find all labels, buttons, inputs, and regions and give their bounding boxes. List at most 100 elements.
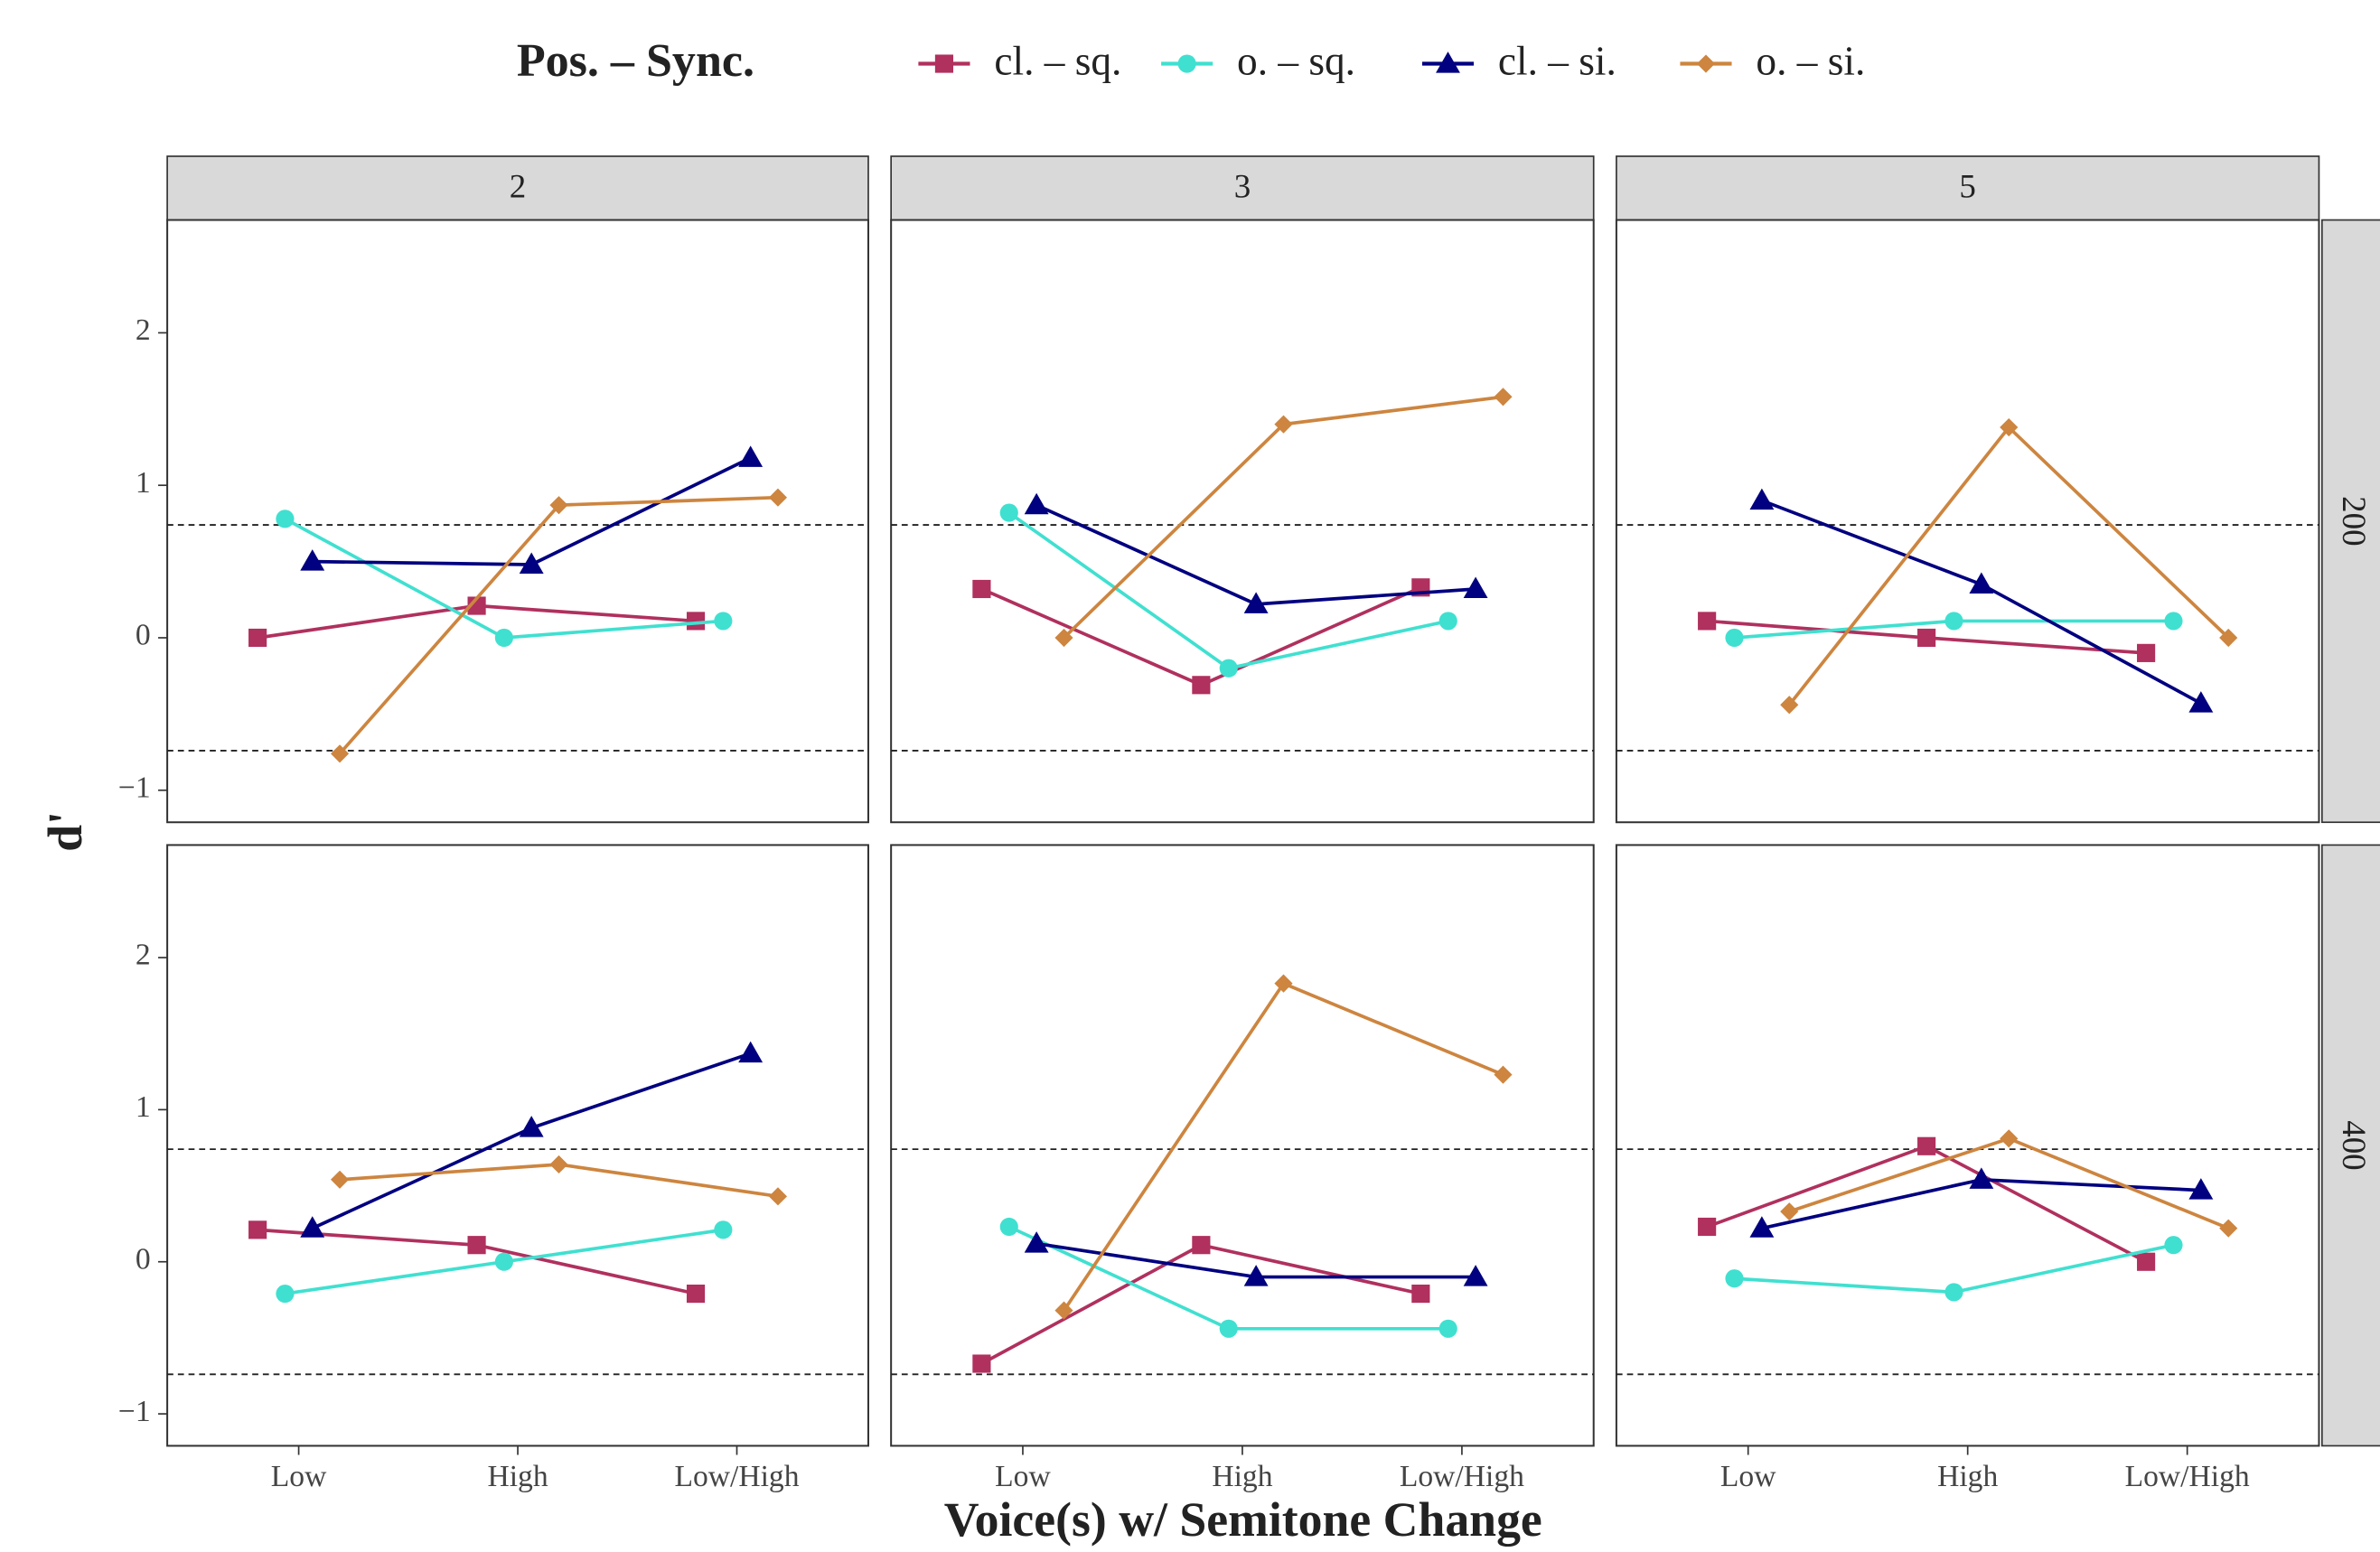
marker [1969, 572, 1994, 594]
legend-label: o. – sq. [1237, 39, 1355, 84]
x-tick-label: Low/High [2125, 1460, 2250, 1493]
marker [1696, 54, 1716, 73]
marker [1463, 1265, 1488, 1286]
marker [494, 628, 513, 648]
panel [890, 844, 1595, 1447]
marker [1024, 492, 1049, 515]
marker [2188, 1178, 2214, 1200]
row-label: 400 [2336, 1120, 2373, 1170]
marker [248, 628, 267, 648]
marker [519, 552, 544, 575]
marker [972, 1354, 991, 1373]
marker [2137, 1252, 2156, 1271]
x-tick-label: Low [1720, 1460, 1776, 1493]
panel [1615, 844, 2320, 1447]
strip [166, 155, 869, 221]
marker [2164, 1236, 2183, 1255]
marker [1243, 592, 1269, 613]
marker [1944, 612, 1963, 631]
marker [1969, 1167, 1994, 1189]
marker [519, 1116, 544, 1137]
marker [738, 445, 764, 467]
marker [1192, 1236, 1211, 1255]
marker [1436, 51, 1460, 73]
marker [1494, 388, 1513, 407]
panel [166, 219, 869, 824]
marker [1192, 676, 1211, 695]
marker [1274, 974, 1293, 993]
marker [1438, 612, 1457, 631]
y-axis-title: d' [38, 811, 92, 852]
marker [1698, 612, 1717, 631]
marker [714, 612, 733, 631]
marker [1780, 696, 1799, 715]
marker [1725, 1269, 1744, 1288]
x-tick-label: Low/High [1400, 1460, 1524, 1493]
marker [467, 1236, 486, 1255]
x-tick-label: High [487, 1460, 548, 1493]
marker [1177, 54, 1196, 73]
x-tick-label: Low [995, 1460, 1051, 1493]
marker [686, 1285, 706, 1304]
marker [276, 1285, 295, 1304]
legend-label: cl. – si. [1498, 39, 1616, 84]
x-tick-label: Low/High [674, 1460, 799, 1493]
marker [738, 1041, 764, 1063]
marker [999, 1217, 1018, 1237]
marker [1243, 1265, 1269, 1286]
marker [1725, 628, 1744, 648]
y-tick-label: −1 [118, 1395, 151, 1428]
strip [2320, 844, 2380, 1447]
marker [2164, 612, 2183, 631]
marker [2188, 691, 2214, 713]
marker [1438, 1319, 1457, 1338]
panel [166, 844, 869, 1447]
marker [686, 612, 706, 631]
marker [1749, 488, 1775, 510]
marker [1219, 1319, 1238, 1338]
y-tick-label: 1 [136, 466, 151, 500]
marker [768, 1187, 788, 1206]
panel [890, 219, 1595, 824]
y-tick-label: 0 [136, 619, 151, 652]
marker [276, 510, 295, 528]
marker [1463, 576, 1488, 599]
marker [972, 579, 991, 599]
marker [2137, 643, 2156, 662]
y-tick-label: 1 [136, 1090, 151, 1124]
y-tick-label: 0 [136, 1242, 151, 1276]
marker [494, 1252, 513, 1271]
x-tick-label: Low [271, 1460, 327, 1493]
marker [1917, 628, 1936, 648]
y-tick-label: 2 [136, 939, 151, 972]
column-label: 2 [510, 167, 526, 204]
marker [1219, 659, 1238, 678]
strip [2320, 219, 2380, 824]
x-tick-label: High [1212, 1460, 1272, 1493]
y-tick-label: 2 [136, 313, 151, 347]
x-tick-label: High [1937, 1460, 1998, 1493]
marker [999, 503, 1018, 522]
marker [1698, 1217, 1717, 1237]
marker [1024, 1231, 1049, 1253]
marker [300, 549, 325, 571]
marker [1917, 1136, 1936, 1155]
marker [1411, 1285, 1430, 1304]
marker [248, 1220, 267, 1239]
column-label: 5 [1959, 167, 1975, 204]
column-label: 3 [1234, 167, 1251, 204]
strip [1616, 155, 2320, 221]
marker [934, 54, 954, 73]
legend-label: o. – si. [1756, 39, 1865, 84]
legend-label: cl. – sq. [994, 39, 1121, 84]
panel [1615, 219, 2320, 824]
marker [1274, 415, 1293, 434]
legend-title: Pos. – Sync. [517, 35, 754, 87]
marker [1780, 1202, 1799, 1221]
marker [768, 488, 788, 507]
y-tick-label: −1 [118, 771, 151, 804]
marker [1944, 1283, 1963, 1302]
marker [300, 1216, 325, 1238]
row-label: 200 [2336, 496, 2373, 546]
